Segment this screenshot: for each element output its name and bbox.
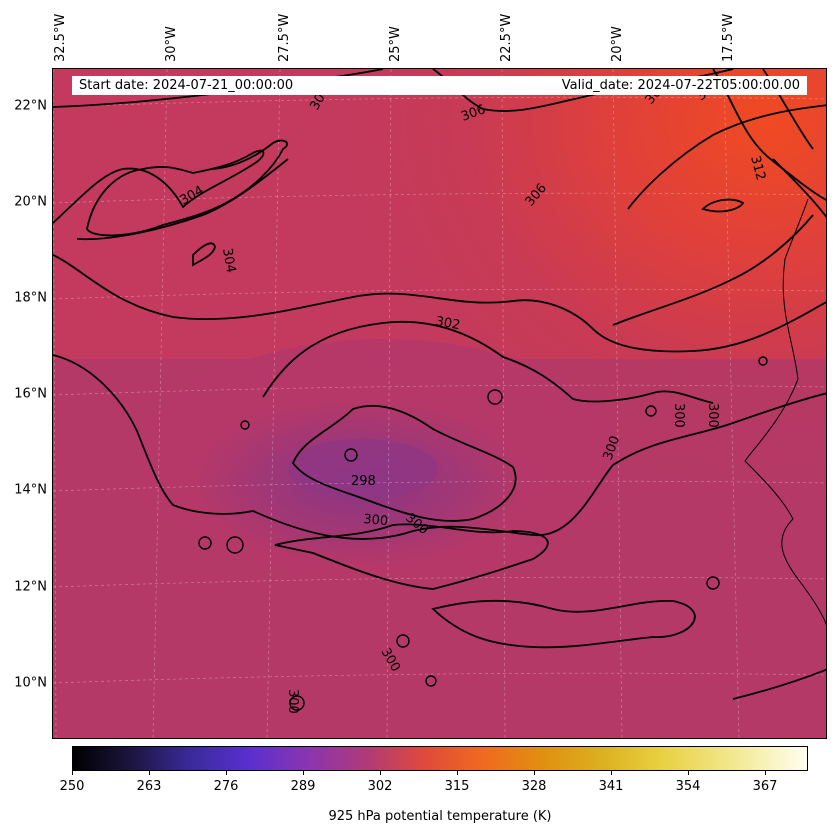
contour-label: 298 <box>351 474 376 489</box>
contour-labels: 304 306 306 304 304 302 298 300 300 300 … <box>178 77 769 714</box>
colorbar-tick-label: 341 <box>598 779 624 794</box>
lat-label: 22°N <box>14 98 47 114</box>
colorbar-tick-label: 354 <box>675 779 701 794</box>
colorbar-tick-label: 250 <box>59 779 85 794</box>
lat-label: 14°N <box>14 482 47 498</box>
colorbar-tick <box>380 771 381 775</box>
colorbar-tick <box>688 771 689 775</box>
lat-label: 16°N <box>14 386 47 402</box>
lon-label: 20°W <box>610 26 625 62</box>
colorbar-tick-label: 302 <box>367 779 393 794</box>
map-panel: 304 306 306 304 304 302 298 300 300 300 … <box>52 68 827 739</box>
contour-label: 300 <box>705 403 720 428</box>
contour-label: 304 <box>219 247 238 274</box>
colorbar-tick <box>72 771 73 775</box>
lat-label: 20°N <box>14 194 47 210</box>
contour-label: 302 <box>434 314 461 333</box>
contour-label: 300 <box>363 512 389 529</box>
contour-label: 312 <box>747 154 768 182</box>
info-bar: Start date: 2024-07-21_00:00:00 Valid_da… <box>72 76 807 95</box>
colorbar-tick <box>149 771 150 775</box>
contour-islands <box>198 356 768 711</box>
lat-label: 10°N <box>14 675 47 691</box>
colorbar-title: 925 hPa potential temperature (K) <box>328 809 552 824</box>
colorbar-tick <box>765 771 766 775</box>
colorbar-tick <box>303 771 304 775</box>
coastline <box>744 198 826 626</box>
valid-date: Valid_date: 2024-07-22T05:00:00.00 <box>561 78 800 93</box>
colorbar <box>72 746 808 771</box>
colorbar-tick-label: 367 <box>752 779 778 794</box>
colorbar-tick-label: 289 <box>290 779 316 794</box>
contour-label: 300 <box>671 403 686 428</box>
lon-label: 27.5°W <box>277 13 292 62</box>
lon-label: 32.5°W <box>53 13 68 62</box>
lon-label: 30°W <box>164 26 179 62</box>
start-date: Start date: 2024-07-21_00:00:00 <box>79 78 294 93</box>
graticule <box>53 69 826 738</box>
colorbar-tick <box>611 771 612 775</box>
lon-label: 22.5°W <box>499 13 514 62</box>
colorbar-tick-label: 263 <box>136 779 162 794</box>
lon-label: 25°W <box>388 26 403 62</box>
lat-label: 18°N <box>14 290 47 306</box>
colorbar-tick <box>457 771 458 775</box>
colorbar-tick <box>534 771 535 775</box>
colorbar-tick-label: 276 <box>213 779 239 794</box>
lon-label: 17.5°W <box>721 13 736 62</box>
contour-label: 300 <box>285 689 300 714</box>
map-canvas: 304 306 306 304 304 302 298 300 300 300 … <box>53 69 826 738</box>
lat-label: 12°N <box>14 579 47 595</box>
colorbar-tick <box>226 771 227 775</box>
colorbar-tick-label: 328 <box>521 779 547 794</box>
cool-core <box>288 439 438 499</box>
colorbar-tick-label: 315 <box>444 779 470 794</box>
